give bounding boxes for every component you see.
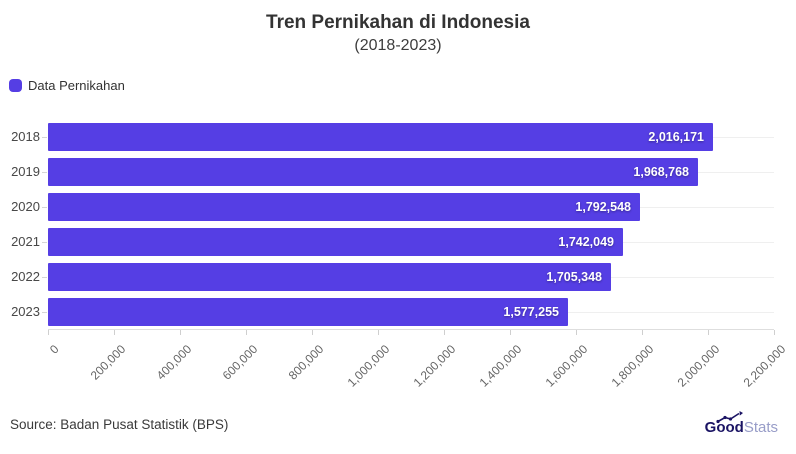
bar-row: 2018 2,016,171 (11, 120, 774, 155)
x-axis-tick-label: 2,000,000 (674, 342, 722, 390)
chart-subtitle: (2018-2023) (354, 37, 442, 54)
year-label: 2023 (11, 304, 40, 319)
x-axis-tick-label: 2,200,000 (740, 342, 788, 390)
x-axis-tick-label: 1,400,000 (476, 342, 524, 390)
x-axis-tick (48, 330, 49, 335)
bar-row: 2020 1,792,548 (11, 190, 774, 225)
bar-2022[interactable]: 1,705,348 (48, 263, 611, 291)
logo-text-stats: Stats (743, 419, 778, 436)
y-axis-tick (42, 277, 47, 278)
x-axis-tick (708, 330, 709, 335)
bar-row: 2021 1,742,049 (11, 225, 774, 260)
y-axis-tick (42, 242, 47, 243)
bar-2023[interactable]: 1,577,255 (48, 298, 568, 326)
logo-text-good: Good (704, 419, 744, 436)
y-axis-tick (42, 137, 47, 138)
value-label: 1,968,768 (633, 165, 689, 179)
y-axis-tick (42, 312, 47, 313)
value-label: 1,705,348 (546, 270, 602, 284)
x-axis-tick-label: 0 (47, 342, 62, 357)
x-axis-tick-label: 1,600,000 (542, 342, 590, 390)
legend-label: Data Pernikahan (28, 78, 125, 93)
x-axis-tick-label: 1,800,000 (608, 342, 656, 390)
trend-arrow-icon (716, 411, 743, 424)
x-axis-tick-label: 600,000 (219, 342, 260, 383)
x-axis-tick (312, 330, 313, 335)
value-label: 2,016,171 (648, 130, 704, 144)
x-axis-tick (114, 330, 115, 335)
x-axis-tick (642, 330, 643, 335)
goodstats-logo: GoodStats (704, 411, 778, 436)
chart-title: Tren Pernikahan di Indonesia (266, 12, 530, 33)
bar-row: 2023 1,577,255 (11, 295, 774, 330)
x-axis-tick (774, 330, 775, 335)
x-axis-tick-label: 800,000 (285, 342, 326, 383)
x-axis-tick-label: 400,000 (153, 342, 194, 383)
x-axis-tick (180, 330, 181, 335)
value-label: 1,742,049 (558, 235, 614, 249)
year-label: 2018 (11, 129, 40, 144)
source-text: Source: Badan Pusat Statistik (BPS) (10, 417, 229, 432)
bar-2019[interactable]: 1,968,768 (48, 158, 698, 186)
value-label: 1,792,548 (575, 200, 631, 214)
x-axis-tick (378, 330, 379, 335)
bar-2020[interactable]: 1,792,548 (48, 193, 640, 221)
year-label: 2019 (11, 164, 40, 179)
value-label: 1,577,255 (503, 305, 559, 319)
bar-2021[interactable]: 1,742,049 (48, 228, 623, 256)
x-axis-tick (510, 330, 511, 335)
x-axis-tick-label: 1,200,000 (410, 342, 458, 390)
legend-swatch-icon (9, 79, 22, 92)
x-axis-tick (246, 330, 247, 335)
legend-item-data-pernikahan[interactable]: Data Pernikahan (9, 78, 125, 93)
x-axis-tick (444, 330, 445, 335)
year-label: 2021 (11, 234, 40, 249)
year-label: 2020 (11, 199, 40, 214)
x-axis-tick-label: 1,000,000 (344, 342, 392, 390)
bar-row: 2019 1,968,768 (11, 155, 774, 190)
x-axis-tick (576, 330, 577, 335)
bar-2018[interactable]: 2,016,171 (48, 123, 713, 151)
y-axis-tick (42, 207, 47, 208)
year-label: 2022 (11, 269, 40, 284)
plot-area: 2018 2,016,171 2019 1,968,768 2020 1,792,548 2… (11, 120, 788, 390)
y-axis-tick (42, 172, 47, 173)
x-axis-tick-label: 200,000 (87, 342, 128, 383)
bar-row: 2022 1,705,348 (11, 260, 774, 295)
